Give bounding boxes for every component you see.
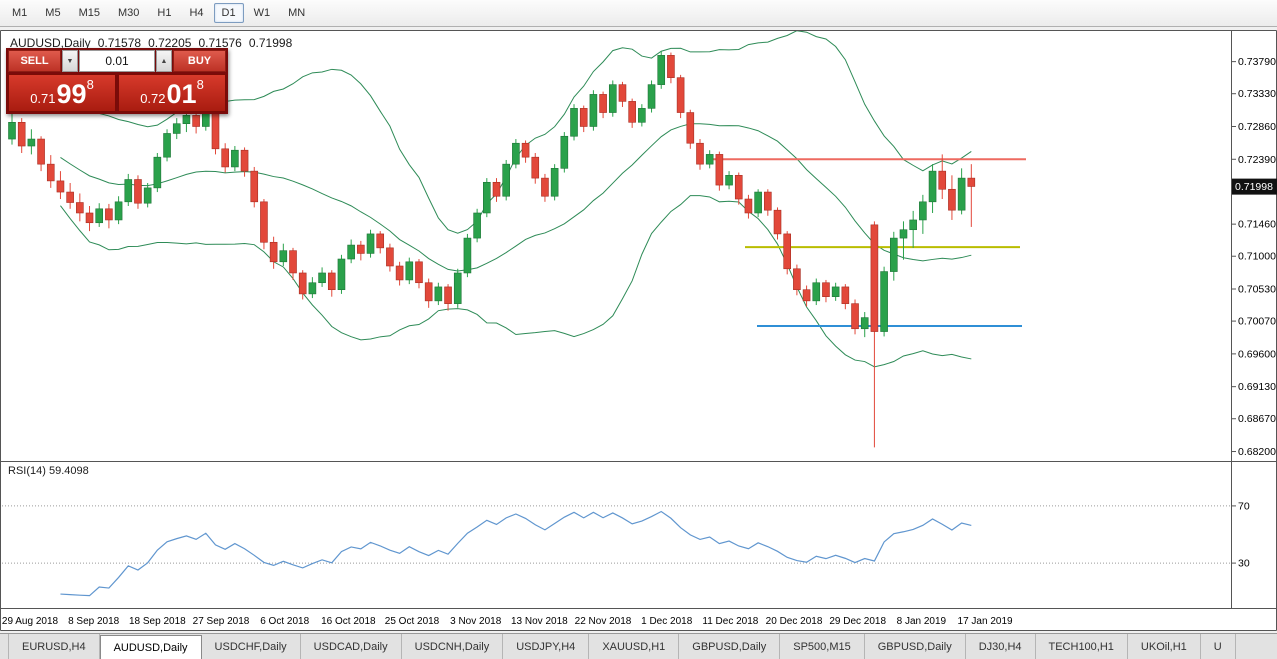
rsi-axis-labels: 70 30: [1231, 500, 1250, 570]
sell-price-prefix: 0.71: [30, 91, 56, 106]
sell-price-display[interactable]: 0.71 99 8: [8, 74, 116, 112]
volume-increase-button[interactable]: ▲: [156, 50, 172, 72]
chevron-up-icon: ▲: [160, 57, 168, 65]
svg-text:0.68670: 0.68670: [1238, 413, 1276, 425]
timeframe-button-h1[interactable]: H1: [149, 3, 179, 23]
chevron-down-icon: ▼: [66, 57, 74, 65]
timeframe-toolbar: M1 M5 M15 M30 H1 H4 D1 W1 MN: [0, 0, 1277, 27]
svg-text:30: 30: [1238, 558, 1250, 570]
svg-text:70: 70: [1238, 500, 1250, 512]
svg-text:6 Oct 2018: 6 Oct 2018: [260, 616, 309, 627]
buy-button[interactable]: BUY: [173, 50, 226, 72]
chart-tab-audusd-daily[interactable]: AUDUSD,Daily: [99, 635, 202, 659]
timeframe-button-mn[interactable]: MN: [280, 3, 313, 23]
buy-price-prefix: 0.72: [140, 91, 166, 106]
sell-price-big-digits: 99: [56, 79, 87, 110]
svg-text:25 Oct 2018: 25 Oct 2018: [385, 616, 440, 627]
svg-text:0.69130: 0.69130: [1238, 381, 1276, 393]
svg-text:22 Nov 2018: 22 Nov 2018: [575, 616, 632, 627]
svg-text:0.71998: 0.71998: [1235, 181, 1273, 193]
svg-text:0.72860: 0.72860: [1238, 121, 1276, 133]
ohlc-low: 0.71576: [198, 36, 242, 50]
chart-tab-ukoil-h1[interactable]: UKOil,H1: [1128, 634, 1201, 659]
ohlc-close: 0.71998: [248, 36, 293, 50]
svg-text:8 Sep 2018: 8 Sep 2018: [68, 616, 120, 627]
svg-text:29 Aug 2018: 29 Aug 2018: [2, 616, 59, 627]
svg-text:0.73790: 0.73790: [1238, 56, 1276, 68]
svg-text:13 Nov 2018: 13 Nov 2018: [511, 616, 568, 627]
chart-tabs-bar: EURUSD,H4 AUDUSD,Daily USDCHF,Daily USDCAD,…: [0, 633, 1277, 659]
svg-text:0.69600: 0.69600: [1238, 348, 1276, 360]
svg-text:27 Sep 2018: 27 Sep 2018: [193, 616, 250, 627]
chart-tab-usdcad-daily[interactable]: USDCAD,Daily: [301, 634, 402, 659]
candlestick-series: [8, 51, 976, 448]
buy-price-display[interactable]: 0.72 01 8: [118, 74, 226, 112]
rsi-level-lines: [2, 505, 1231, 564]
timeframe-button-h4[interactable]: H4: [181, 3, 211, 23]
timeframe-button-m1[interactable]: M1: [4, 3, 35, 23]
chart-window[interactable]: 0.73790 0.73330 0.72860 0.72390 0.71460 0.710…: [0, 27, 1277, 633]
chart-tab-gbpusd-daily[interactable]: GBPUSD,Daily: [679, 634, 781, 659]
timeframe-button-m30[interactable]: M30: [110, 3, 147, 23]
svg-text:0.68200: 0.68200: [1238, 446, 1276, 458]
chart-tab-tech100-h1[interactable]: TECH100,H1: [1036, 634, 1128, 659]
current-price-tag: 0.71998: [1232, 178, 1277, 195]
chart-tab-usdjpy-h4[interactable]: USDJPY,H4: [503, 634, 590, 659]
chart-ohlc-header: AUDUSD,Daily 0.71578 0.72205 0.71576 0.71998: [10, 36, 299, 50]
chart-tab-gbpusd-daily[interactable]: GBPUSD,Daily: [865, 634, 966, 659]
buy-price-big-digits: 01: [166, 79, 197, 110]
chart-tab-sp500-m15[interactable]: SP500,M15: [780, 634, 865, 659]
svg-text:17 Jan 2019: 17 Jan 2019: [958, 616, 1013, 627]
svg-text:0.70070: 0.70070: [1238, 316, 1276, 328]
date-axis-labels: 29 Aug 2018 8 Sep 2018 18 Sep 2018 27 Sep 2…: [2, 616, 1013, 627]
buy-price-pipette: 8: [196, 77, 204, 92]
svg-text:11 Dec 2018: 11 Dec 2018: [702, 616, 758, 627]
svg-text:1 Dec 2018: 1 Dec 2018: [641, 616, 693, 627]
svg-text:0.73330: 0.73330: [1238, 88, 1276, 100]
svg-text:20 Dec 2018: 20 Dec 2018: [766, 616, 823, 627]
chart-tab-dj30-h4[interactable]: DJ30,H4: [966, 634, 1036, 659]
svg-text:3 Nov 2018: 3 Nov 2018: [450, 616, 502, 627]
timeframe-button-d1[interactable]: D1: [213, 3, 244, 23]
timeframe-button-w1[interactable]: W1: [246, 3, 279, 23]
volume-input[interactable]: [79, 50, 155, 72]
chart-tab-usdcnh-daily[interactable]: USDCNH,Daily: [402, 634, 504, 659]
sell-price-pipette: 8: [86, 77, 94, 92]
timeframe-button-m15[interactable]: M15: [71, 3, 108, 23]
sell-button[interactable]: SELL: [8, 50, 61, 72]
svg-text:0.70530: 0.70530: [1238, 284, 1276, 296]
chart-tab-u[interactable]: U: [1201, 634, 1236, 659]
svg-text:18 Sep 2018: 18 Sep 2018: [129, 616, 186, 627]
ohlc-high: 0.72205: [148, 36, 192, 50]
chart-tab-xauusd-h1[interactable]: XAUUSD,H1: [589, 634, 680, 659]
timeframe-button-m5[interactable]: M5: [37, 3, 68, 23]
price-axis-labels: 0.73790 0.73330 0.72860 0.72390 0.71460 0.710…: [1231, 56, 1276, 458]
rsi-indicator-label: RSI(14) 59.4098: [8, 465, 89, 477]
chart-tab-eurusd-h4[interactable]: EURUSD,H4: [8, 634, 100, 659]
svg-text:0.71000: 0.71000: [1238, 251, 1276, 263]
svg-text:0.71460: 0.71460: [1238, 219, 1276, 231]
svg-text:0.72390: 0.72390: [1238, 154, 1276, 166]
chart-tab-usdchf-daily[interactable]: USDCHF,Daily: [202, 634, 301, 659]
volume-decrease-button[interactable]: ▼: [62, 50, 78, 72]
svg-text:8 Jan 2019: 8 Jan 2019: [897, 616, 947, 627]
svg-text:16 Oct 2018: 16 Oct 2018: [321, 616, 376, 627]
ohlc-open: 0.71578: [97, 36, 142, 50]
price-chart-canvas[interactable]: 0.737900.733300.728600.723900.714600.710…: [0, 27, 1277, 633]
svg-text:29 Dec 2018: 29 Dec 2018: [829, 616, 886, 627]
symbol-timeframe-label: AUDUSD,Daily: [10, 36, 91, 50]
rsi-line: [60, 510, 972, 597]
